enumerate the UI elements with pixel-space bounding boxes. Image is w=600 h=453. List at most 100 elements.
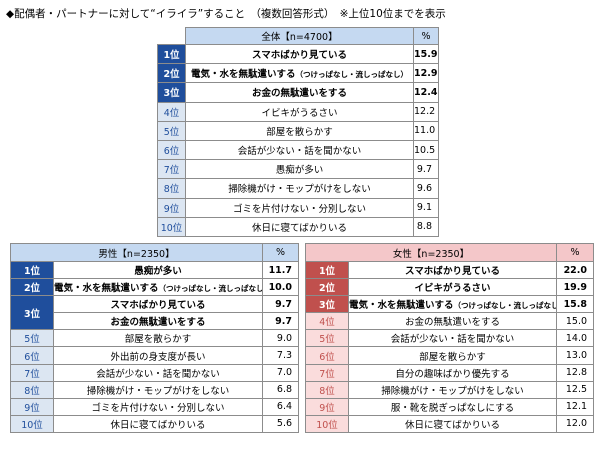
rank: 9位 (305, 397, 349, 416)
item-text: 掃除機がけ・モップがけをしない (381, 385, 524, 397)
rank: 7位 (305, 363, 349, 382)
pct-header: % (556, 243, 595, 262)
percent: 9.7 (262, 312, 300, 331)
item: スマホばかり見ている (347, 260, 558, 280)
item-text: 部屋を散らかす (124, 334, 192, 346)
item-text: 休日に寝てばかりいる (110, 419, 206, 431)
item-text: お金の無駄遣いをする (405, 317, 501, 329)
rank: 5位 (10, 329, 54, 348)
male-table: 男性【n=2350】% 1位 愚痴が多い 11.7 2位 電気・水を無駄遣いする（つけっぱ… (9, 243, 300, 433)
item: 愚痴が多い (52, 260, 264, 280)
item: 会話が少ない・話を聞かない (185, 139, 414, 161)
rank: 6位 (10, 346, 54, 365)
percent: 10.5 (413, 139, 439, 161)
overall-table: 全体【n=4700】% 1位 スマホばかり見ている 15.9 2位 電気・水を無駄遣いする… (157, 27, 439, 237)
percent: 9.0 (262, 329, 300, 348)
item: 休日に寝てばかりいる (347, 414, 558, 433)
item: 電気・水を無駄遣いする（つけっぱなし・流しっぱなし） (185, 63, 414, 84)
item-text: イビキがうるさい (414, 283, 491, 295)
item: 掃除機がけ・モップがけをしない (185, 178, 414, 199)
item-text: ゴミを片付けない・分別しない (91, 402, 225, 414)
item-text: 掃除機がけ・モップがけをしない (228, 184, 371, 196)
rank: 3位 (305, 295, 349, 314)
item-text: スマホばかり見ている (405, 266, 500, 278)
rank: 8位 (157, 178, 186, 199)
item-text: 休日に寝てばかりいる (251, 222, 347, 234)
item: 部屋を散らかす (347, 346, 558, 365)
percent: 12.9 (413, 63, 439, 84)
item-text: イビキがうるさい (261, 107, 338, 119)
rank: 1位 (10, 260, 54, 280)
percent: 12.0 (556, 414, 595, 433)
item-text: 愚痴が多い (275, 165, 324, 177)
rank: 1位 (305, 260, 349, 280)
item: お金の無駄遣いをする (185, 82, 414, 103)
table-header: 男性【n=2350】 (9, 243, 264, 262)
rank: 6位 (157, 139, 186, 161)
female-table: 女性【n=2350】% 1位 スマホばかり見ている 22.0 2位 イビキがうるさい 19.… (304, 243, 595, 433)
rank: 10位 (10, 414, 54, 433)
blank-cell (158, 28, 186, 45)
item: 自分の趣味ばかり優先する (347, 363, 558, 382)
item: 会話が少ない・話を聞かない (52, 363, 264, 382)
item-text: スマホばかり見ている (252, 50, 347, 62)
item: お金の無駄遣いをする (347, 312, 558, 331)
percent: 22.0 (556, 260, 595, 280)
percent: 9.7 (262, 295, 300, 314)
item: 掃除機がけ・モップがけをしない (52, 380, 264, 399)
rank: 8位 (305, 380, 349, 399)
percent: 12.8 (556, 363, 595, 382)
rank: 5位 (305, 329, 349, 348)
percent: 19.9 (556, 278, 595, 297)
table-header: 全体【n=4700】 (185, 27, 414, 45)
percent: 11.7 (262, 260, 300, 280)
item: 掃除機がけ・モップがけをしない (347, 380, 558, 399)
item-text: 電気・水を無駄遣いする (190, 69, 296, 81)
percent: 7.3 (262, 346, 300, 365)
item-text: 会話が少ない・話を聞かない (96, 368, 220, 380)
percent: 12.5 (556, 380, 595, 399)
rank: 3位 (10, 295, 54, 331)
percent: 9.6 (413, 178, 439, 199)
item: 部屋を散らかす (52, 329, 264, 348)
item-text: お金の無駄遣いをする (251, 88, 347, 100)
percent: 6.8 (262, 380, 300, 399)
item-text: 休日に寝てばかりいる (405, 419, 501, 431)
percent: 12.2 (413, 101, 439, 122)
item-text: 部屋を散らかす (266, 126, 333, 138)
item-text: 電気・水を無駄遣いする (54, 283, 159, 295)
item-note: （つけっぱなし・流しっぱなし） (158, 284, 263, 294)
rank: 5位 (157, 120, 186, 141)
item-text: 会話が少ない・話を聞かない (237, 146, 362, 158)
rank: 3位 (157, 82, 186, 103)
item: 電気・水を無駄遣いする（つけっぱなし・流しっぱなし） (347, 295, 558, 314)
item-text: 外出前の身支度が長い (110, 351, 206, 363)
table-header: 女性【n=2350】 (304, 243, 558, 262)
item-text: 服・靴を脱ぎっぱなしにする (390, 402, 515, 414)
item-text: 自分の趣味ばかり優先する (395, 368, 510, 380)
percent: 6.4 (262, 397, 300, 416)
percent: 15.8 (556, 295, 595, 314)
percent: 12.4 (413, 82, 439, 103)
title: ◆配偶者・パートナーに対して“イライラ”すること （複数回答形式） ※上位10位… (6, 8, 446, 20)
item: 部屋を散らかす (185, 120, 414, 141)
item: イビキがうるさい (185, 101, 414, 122)
item: 休日に寝てばかりいる (185, 216, 414, 237)
percent: 9.7 (413, 159, 439, 180)
rank: 9位 (10, 397, 54, 416)
percent: 14.0 (556, 329, 595, 348)
rank: 9位 (157, 197, 186, 218)
item: 服・靴を脱ぎっぱなしにする (347, 397, 558, 416)
rank: 2位 (157, 63, 186, 84)
percent: 9.1 (413, 197, 439, 218)
rank: 7位 (10, 363, 54, 382)
percent: 11.0 (413, 120, 439, 141)
rank: 2位 (305, 278, 349, 297)
item: ゴミを片付けない・分別しない (52, 397, 264, 416)
rank: 1位 (157, 43, 186, 65)
percent: 10.0 (262, 278, 300, 297)
item-text: スマホばかり見ている (110, 300, 206, 312)
item-text: 愚痴が多い (134, 266, 182, 278)
rank: 2位 (10, 278, 54, 297)
